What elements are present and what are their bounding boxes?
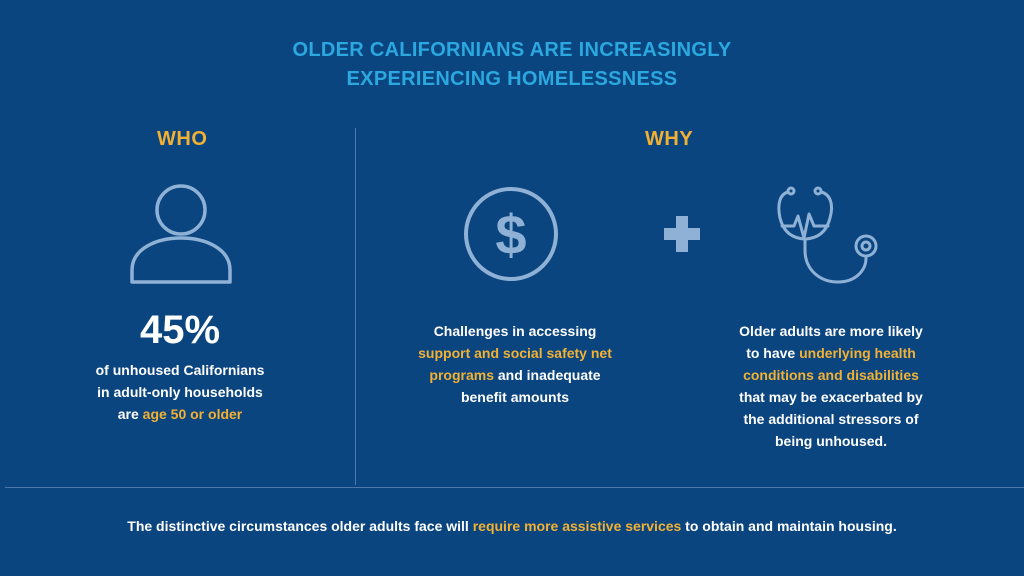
who-line-3: are age 50 or older: [60, 403, 300, 425]
why-right-line-1: Older adults are more likely: [739, 323, 923, 339]
why-left-line-3-rest: and inadequate: [494, 367, 601, 383]
person-icon: [130, 184, 232, 284]
who-stat: 45%: [139, 308, 221, 352]
plus-icon: [664, 216, 700, 252]
why-left-line-1: Challenges in accessing: [433, 323, 597, 339]
why-left-highlight-2: programs: [429, 367, 494, 383]
why-right-highlight-1: underlying health: [799, 345, 916, 361]
who-line-2: in adult-only households: [97, 384, 263, 400]
why-right-text: Older adults are more likely to have und…: [711, 320, 951, 452]
why-right-line-4: that may be exacerbated by: [739, 389, 923, 405]
why-left-highlight-1: support and social safety net: [418, 345, 612, 361]
footer-post: to obtain and maintain housing.: [681, 518, 897, 534]
who-highlight: age 50 or older: [142, 406, 243, 422]
stethoscope-icon: [777, 186, 878, 284]
who-text: of unhoused Californians in adult-only h…: [60, 359, 300, 425]
who-heading: WHO: [157, 128, 208, 150]
title-line-1: OLDER CALIFORNIANS ARE INCREASINGLY: [292, 39, 732, 61]
title-line-2: EXPERIENCING HOMELESSNESS: [346, 68, 678, 90]
page-title: OLDER CALIFORNIANS ARE INCREASINGLY EXPE…: [0, 36, 1024, 94]
who-line-1: of unhoused Californians: [95, 362, 265, 378]
why-left-line-4: benefit amounts: [460, 389, 570, 405]
footer-text: The distinctive circumstances older adul…: [0, 516, 1024, 536]
why-left-line-3: programs and inadequate: [395, 364, 635, 386]
why-right-line-6: being unhoused.: [775, 433, 887, 449]
why-right-line-2: to have underlying health: [711, 342, 951, 364]
vertical-divider: [355, 128, 356, 485]
why-right-line-2-pre: to have: [746, 345, 800, 361]
dollar-icon: $: [464, 187, 558, 281]
horizontal-divider: [5, 487, 1024, 488]
who-line-3-text: are: [117, 406, 143, 422]
why-heading: WHY: [645, 128, 694, 150]
why-left-text: Challenges in accessing support and soci…: [395, 320, 635, 408]
footer-highlight: require more assistive services: [472, 518, 682, 534]
svg-text:$: $: [495, 203, 526, 266]
footer-pre: The distinctive circumstances older adul…: [127, 518, 473, 534]
why-right-line-5: the additional stressors of: [743, 411, 919, 427]
why-right-highlight-2: conditions and disabilities: [743, 367, 919, 383]
